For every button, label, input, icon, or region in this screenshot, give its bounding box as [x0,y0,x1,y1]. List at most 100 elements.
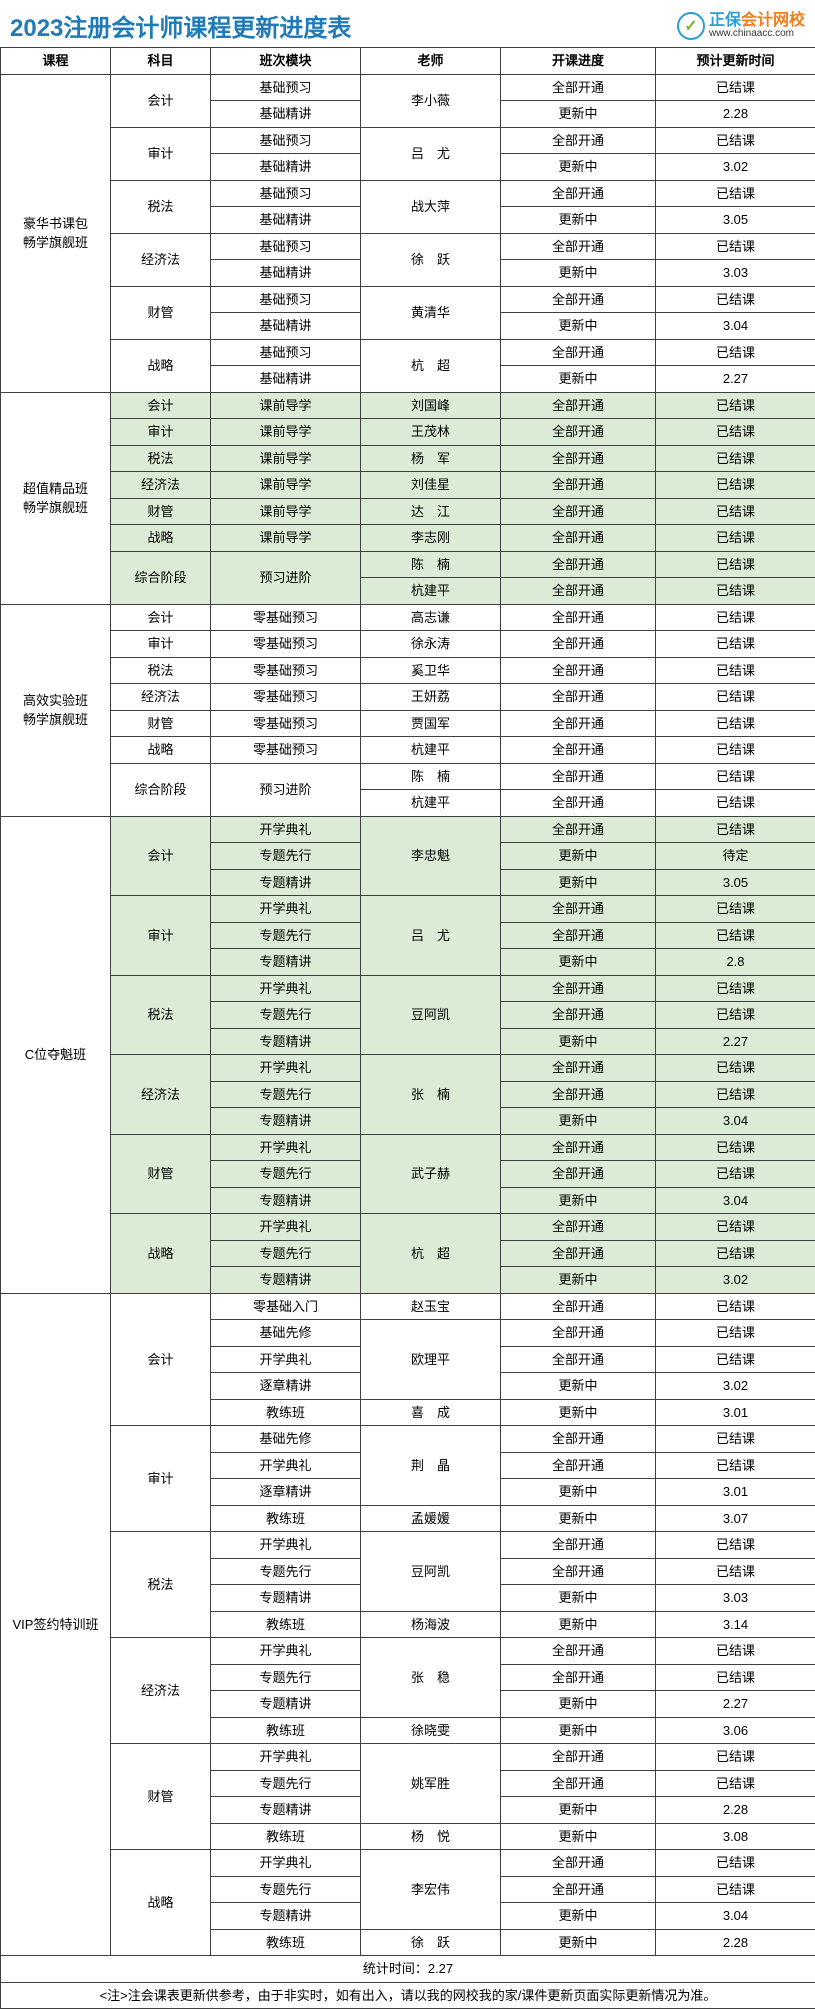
module-cell: 基础预习 [211,74,361,101]
progress-cell: 全部开通 [501,1002,656,1029]
module-cell: 课前导学 [211,445,361,472]
table-row: 综合阶段预习进阶陈 楠全部开通已结课 [1,763,815,790]
update-cell: 2.27 [656,366,815,393]
table-row: 超值精品班畅学旗舰班会计课前导学刘国峰全部开通已结课 [1,392,815,419]
update-cell: 已结课 [656,1558,815,1585]
module-cell: 开学典礼 [211,896,361,923]
module-cell: 预习进阶 [211,763,361,816]
update-cell: 已结课 [656,1664,815,1691]
subject-cell: 会计 [111,604,211,631]
progress-cell: 更新中 [501,101,656,128]
table-row: VIP签约特训班会计零基础入门赵玉宝全部开通已结课 [1,1293,815,1320]
module-cell: 专题精讲 [211,949,361,976]
progress-cell: 更新中 [501,1717,656,1744]
update-cell: 3.01 [656,1399,815,1426]
progress-cell: 更新中 [501,1823,656,1850]
update-cell: 已结课 [656,1426,815,1453]
update-cell: 已结课 [656,180,815,207]
progress-cell: 更新中 [501,366,656,393]
update-cell: 已结课 [656,975,815,1002]
table-row: 税法开学典礼豆阿凯全部开通已结课 [1,1532,815,1559]
progress-cell: 全部开通 [501,1770,656,1797]
table-row: 经济法开学典礼张 楠全部开通已结课 [1,1055,815,1082]
update-cell: 已结课 [656,1240,815,1267]
update-cell: 2.28 [656,1929,815,1956]
module-cell: 开学典礼 [211,1055,361,1082]
progress-cell: 全部开通 [501,896,656,923]
progress-cell: 更新中 [501,1585,656,1612]
table-row: 财管基础预习黄清华全部开通已结课 [1,286,815,313]
module-cell: 逐章精讲 [211,1479,361,1506]
subject-cell: 会计 [111,74,211,127]
module-cell: 开学典礼 [211,816,361,843]
table-row: 高效实验班畅学旗舰班会计零基础预习高志谦全部开通已结课 [1,604,815,631]
table-row: 审计基础先修荆 晶全部开通已结课 [1,1426,815,1453]
module-cell: 专题先行 [211,1002,361,1029]
table-row: 审计开学典礼吕 尤全部开通已结课 [1,896,815,923]
footer-note: <注>注会课表更新供参考，由于非实时，如有出入，请以我的网校我的家/课件更新页面… [1,1982,815,2009]
progress-cell: 全部开通 [501,1240,656,1267]
update-cell: 已结课 [656,816,815,843]
update-cell: 待定 [656,843,815,870]
teacher-cell: 李小薇 [361,74,501,127]
update-cell: 已结课 [656,392,815,419]
table-row: 经济法开学典礼张 稳全部开通已结课 [1,1638,815,1665]
update-cell: 3.07 [656,1505,815,1532]
progress-cell: 全部开通 [501,1850,656,1877]
course-cell: C位夺魁班 [1,816,111,1293]
module-cell: 逐章精讲 [211,1373,361,1400]
progress-cell: 全部开通 [501,1558,656,1585]
update-cell: 2.8 [656,949,815,976]
table-header-row: 课程 科目 班次模块 老师 开课进度 预计更新时间 [1,48,815,75]
module-cell: 零基础预习 [211,604,361,631]
module-cell: 零基础预习 [211,657,361,684]
progress-cell: 全部开通 [501,816,656,843]
update-cell: 已结课 [656,1161,815,1188]
module-cell: 课前导学 [211,419,361,446]
teacher-cell: 张 稳 [361,1638,501,1718]
update-cell: 已结课 [656,896,815,923]
subject-cell: 财管 [111,710,211,737]
table-row: 战略课前导学李志刚全部开通已结课 [1,525,815,552]
update-cell: 已结课 [656,1452,815,1479]
subject-cell: 战略 [111,339,211,392]
module-cell: 课前导学 [211,472,361,499]
update-cell: 3.08 [656,1823,815,1850]
update-cell: 已结课 [656,1081,815,1108]
module-cell: 基础精讲 [211,366,361,393]
module-cell: 专题精讲 [211,869,361,896]
teacher-cell: 黄清华 [361,286,501,339]
update-cell: 已结课 [656,737,815,764]
update-cell: 3.04 [656,1187,815,1214]
teacher-cell: 王茂林 [361,419,501,446]
progress-cell: 全部开通 [501,1452,656,1479]
progress-cell: 更新中 [501,1903,656,1930]
table-row: 经济法零基础预习王妍荔全部开通已结课 [1,684,815,711]
subject-cell: 经济法 [111,472,211,499]
subject-cell: 经济法 [111,1055,211,1135]
progress-cell: 全部开通 [501,1081,656,1108]
table-row: 战略基础预习杭 超全部开通已结课 [1,339,815,366]
update-cell: 已结课 [656,1320,815,1347]
teacher-cell: 杨 悦 [361,1823,501,1850]
table-row: 税法基础预习战大萍全部开通已结课 [1,180,815,207]
module-cell: 零基础预习 [211,631,361,658]
subject-cell: 税法 [111,975,211,1055]
teacher-cell: 刘国峰 [361,392,501,419]
progress-cell: 全部开通 [501,551,656,578]
table-row: C位夺魁班会计开学典礼李忠魁全部开通已结课 [1,816,815,843]
module-cell: 专题先行 [211,843,361,870]
schedule-table: 课程 科目 班次模块 老师 开课进度 预计更新时间 豪华书课包畅学旗舰班会计基础… [0,47,815,2009]
course-cell: 豪华书课包畅学旗舰班 [1,74,111,392]
subject-cell: 经济法 [111,233,211,286]
teacher-cell: 杭建平 [361,737,501,764]
progress-cell: 全部开通 [501,737,656,764]
teacher-cell: 徐 跃 [361,1929,501,1956]
update-cell: 已结课 [656,74,815,101]
table-row: 豪华书课包畅学旗舰班会计基础预习李小薇全部开通已结课 [1,74,815,101]
teacher-cell: 杨 军 [361,445,501,472]
th-progress: 开课进度 [501,48,656,75]
progress-cell: 更新中 [501,207,656,234]
module-cell: 专题先行 [211,1770,361,1797]
teacher-cell: 吕 尤 [361,896,501,976]
